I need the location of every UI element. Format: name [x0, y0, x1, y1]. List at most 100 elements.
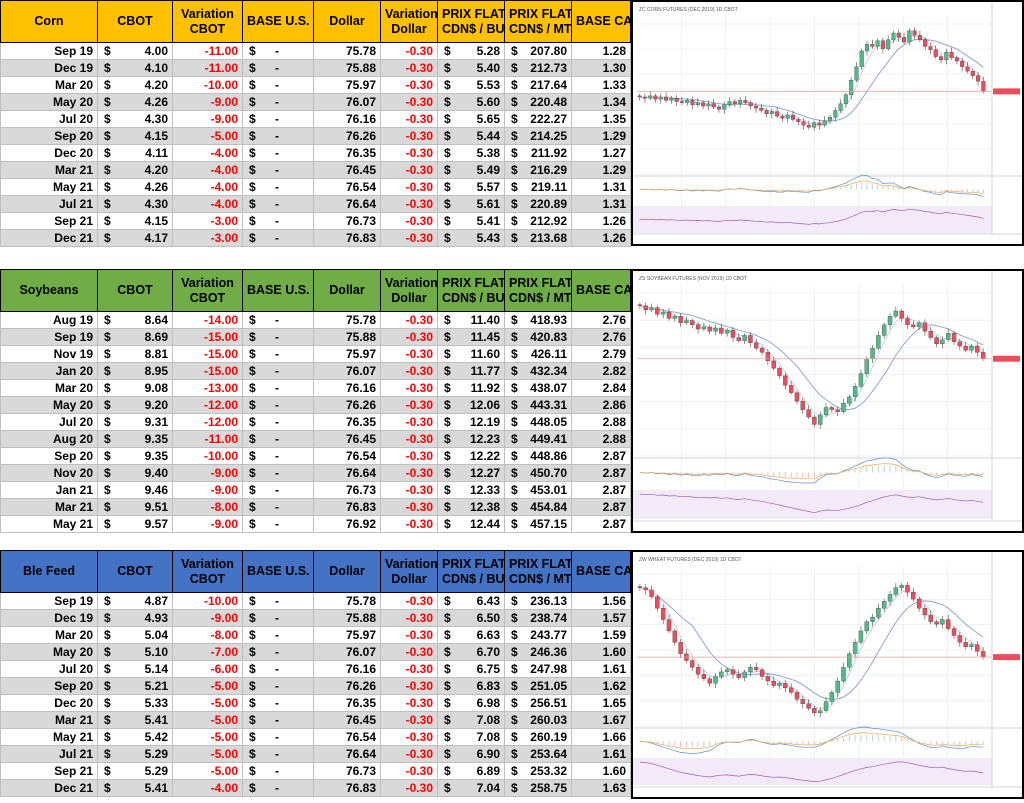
cell-variation-cbot: -11.00 — [172, 42, 243, 60]
candle — [748, 100, 753, 110]
table-row: Aug 20 $9.35 -11.00 $ -76.45 -0.30 $12.23 $449.… — [0, 430, 631, 448]
candle — [672, 314, 677, 322]
candle — [957, 338, 963, 351]
candle — [800, 695, 805, 709]
cell-base-us: $ - — [242, 345, 314, 363]
cell-month: Aug 19 — [0, 311, 98, 329]
cell-cbot: $4.10 — [97, 59, 173, 77]
cell-base-us: $ - — [242, 59, 314, 77]
cell-variation-cbot: -7.00 — [172, 643, 243, 661]
candle — [891, 30, 896, 44]
cell-prix-flat-mt: $216.29 — [504, 161, 572, 179]
candle — [882, 322, 887, 339]
cell-base-cad: 1.66 — [571, 728, 631, 746]
cell-prix-flat-bu: $12.22 — [437, 447, 505, 465]
cell-value: - — [275, 146, 279, 160]
header-text: CDN$ / BU. — [442, 21, 505, 36]
cell-value: 260.03 — [530, 713, 567, 727]
currency-symbol: $ — [249, 747, 256, 761]
currency-symbol: $ — [444, 95, 451, 109]
candle — [886, 35, 891, 51]
cell-dollar: 76.07 — [313, 643, 381, 661]
cell-dollar: 76.83 — [313, 498, 381, 516]
candle — [954, 55, 959, 65]
cell-base-us: $ - — [242, 762, 314, 780]
table-row: Sep 20 $9.35 -10.00 $ -76.54 -0.30 $12.22 $448.… — [0, 447, 631, 465]
cell-prix-flat-bu: $12.38 — [437, 498, 505, 516]
candle — [969, 642, 974, 651]
cell-month: May 20 — [0, 93, 98, 111]
cell-variation-dollar: -0.30 — [380, 311, 438, 329]
candle — [666, 307, 672, 321]
candle — [905, 581, 910, 597]
candle — [934, 335, 939, 348]
cell-value: - — [275, 112, 279, 126]
cell-variation-dollar: -0.30 — [380, 328, 438, 346]
header-text: Variation — [181, 275, 234, 290]
candle — [880, 37, 885, 54]
cell-value: 4.26 — [144, 180, 168, 194]
currency-symbol: $ — [511, 432, 518, 446]
cell-value: 12.06 — [469, 398, 500, 412]
header-text: CBOT — [117, 14, 153, 28]
currency-symbol: $ — [104, 483, 111, 497]
currency-symbol: $ — [104, 197, 111, 211]
candle — [841, 399, 846, 414]
cell-prix-flat-mt: $448.05 — [504, 413, 572, 431]
candle — [777, 681, 782, 689]
cell-cbot: $4.20 — [97, 161, 173, 179]
table-row: Nov 20 $9.40 -9.00 $ -76.64 -0.30 $12.27 $450.7… — [0, 464, 631, 482]
candle — [706, 100, 711, 111]
cell-base-cad: 1.26 — [571, 229, 631, 247]
candle — [806, 405, 811, 420]
candle — [637, 584, 643, 592]
candle — [649, 303, 654, 313]
cell-base-us: $ - — [242, 144, 314, 162]
candle — [759, 346, 765, 356]
header-variation-dollar: Variation Dollar — [380, 269, 438, 312]
cell-month: Mar 20 — [0, 379, 98, 397]
currency-symbol: $ — [249, 197, 256, 211]
candle — [742, 669, 747, 682]
cell-variation-cbot: -13.00 — [172, 379, 243, 397]
cell-value: 4.15 — [144, 214, 168, 228]
cell-dollar: 75.88 — [313, 328, 381, 346]
cell-variation-dollar: -0.30 — [380, 626, 438, 644]
candle — [917, 30, 922, 42]
cell-value: 8.95 — [144, 364, 168, 378]
currency-symbol: $ — [104, 730, 111, 744]
candle — [823, 403, 829, 418]
header-text: CBOT — [189, 290, 226, 305]
cell-value: 443.31 — [530, 398, 567, 412]
cell-value: 12.22 — [469, 449, 500, 463]
currency-symbol: $ — [444, 180, 451, 194]
header-text: BASE U.S. — [247, 564, 310, 578]
cell-variation-dollar: -0.30 — [380, 93, 438, 111]
currency-symbol: $ — [444, 679, 451, 693]
cell-value: 220.89 — [530, 197, 567, 211]
cell-value: 5.57 — [476, 180, 500, 194]
currency-symbol: $ — [511, 231, 518, 245]
cell-dollar: 76.26 — [313, 127, 381, 145]
currency-symbol: $ — [444, 129, 451, 143]
cell-prix-flat-mt: $258.75 — [504, 779, 572, 797]
candle — [764, 108, 769, 118]
cell-cbot: $9.08 — [97, 379, 173, 397]
candle — [732, 99, 737, 108]
cell-variation-cbot: -11.00 — [172, 59, 243, 77]
cell-variation-cbot: -9.00 — [172, 110, 243, 128]
cell-value: - — [275, 713, 279, 727]
cell-value: 426.11 — [530, 347, 567, 361]
currency-symbol: $ — [511, 415, 518, 429]
table-row: Sep 19 $4.00 -11.00 $ -75.78 -0.30 $5.28 $207.8… — [0, 42, 631, 60]
cell-variation-dollar: -0.30 — [380, 643, 438, 661]
cell-month: Sep 20 — [0, 447, 98, 465]
currency-symbol: $ — [511, 662, 518, 676]
header-text: CDN$ / MT — [509, 571, 572, 586]
cell-base-us: $ - — [242, 592, 314, 610]
cell-value: 5.41 — [144, 781, 168, 795]
cell-variation-dollar: -0.30 — [380, 362, 438, 380]
candle — [655, 594, 660, 612]
candle — [716, 104, 721, 113]
candle — [707, 324, 712, 335]
